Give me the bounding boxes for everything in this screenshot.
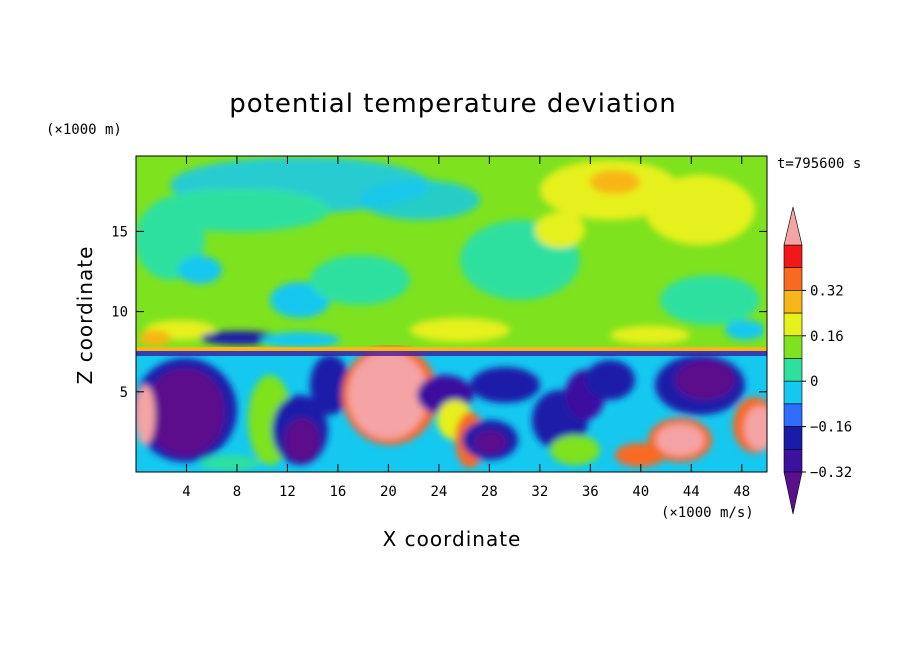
- y-tick-group: 5 10 15: [111, 224, 767, 401]
- colorbar-swatch: [783, 335, 803, 359]
- x-tick-label: 20: [380, 484, 397, 500]
- inversion-dark-band: [136, 351, 767, 356]
- colorbar-max-triangle: [783, 206, 803, 246]
- x-tick-label: 44: [683, 484, 700, 500]
- inversion-band: [136, 347, 767, 351]
- colorbar-min-triangle: [783, 471, 803, 515]
- colorbar-swatch: [783, 244, 803, 269]
- x-tick-label: 28: [481, 484, 498, 500]
- colorbar: 0.32 0.16 0 −0.16 −0.32: [783, 206, 852, 515]
- y-tick-label: 10: [111, 305, 128, 321]
- upper-layer-patches: [136, 157, 765, 348]
- x-tick-group: 4 8 12 16 20 24 28 32 36 40 44 48: [182, 156, 750, 500]
- x-tick-label: 36: [582, 484, 599, 500]
- x-unit-label: (×1000 m/s): [661, 505, 754, 521]
- plot-area: [135, 155, 768, 473]
- contour-field: [136, 156, 767, 472]
- colorbar-swatch: [783, 290, 803, 314]
- colorbar-label: 0: [810, 374, 818, 390]
- colorbar-swatch: [783, 267, 803, 291]
- x-tick-label: 24: [430, 484, 447, 500]
- y-unit-label: (×1000 m): [46, 122, 122, 138]
- x-tick-label: 12: [279, 484, 296, 500]
- colorbar-swatch: [783, 312, 803, 337]
- colorbar-label: −0.16: [810, 420, 852, 436]
- colorbar-label: 0.32: [810, 283, 844, 299]
- colorbar-swatch: [783, 380, 803, 405]
- chart-title: potential temperature deviation: [229, 89, 676, 119]
- colorbar-swatch: [783, 448, 803, 473]
- colorbar-swatch: [783, 358, 803, 382]
- x-axis-label: X coordinate: [383, 527, 522, 551]
- x-tick-label: 48: [733, 484, 750, 500]
- time-label: t=795600 s: [777, 156, 861, 172]
- x-tick-label: 32: [531, 484, 548, 500]
- colorbar-label: 0.16: [810, 329, 844, 345]
- x-tick-label: 8: [233, 484, 241, 500]
- y-tick-label: 15: [111, 224, 128, 240]
- colorbar-swatch: [783, 403, 803, 427]
- plot-frame: [135, 155, 768, 473]
- y-axis-label: Z coordinate: [73, 246, 97, 385]
- lower-layer-patches: [136, 345, 767, 471]
- colorbar-label: −0.32: [810, 465, 852, 481]
- x-tick-label: 16: [329, 484, 346, 500]
- x-tick-label: 4: [182, 484, 190, 500]
- x-tick-label: 40: [632, 484, 649, 500]
- y-tick-label: 5: [120, 385, 128, 401]
- colorbar-swatch: [783, 426, 803, 450]
